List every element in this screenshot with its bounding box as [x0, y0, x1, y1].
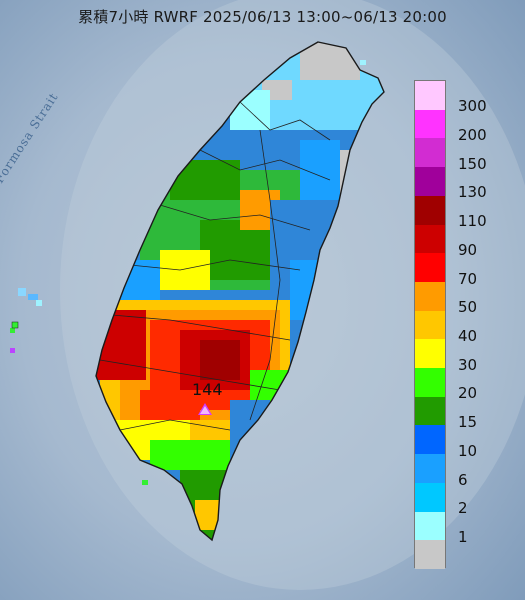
legend-swatch	[415, 138, 445, 168]
legend-label: 300	[458, 97, 487, 116]
legend-swatch	[415, 396, 445, 426]
legend-label: 70	[458, 269, 478, 288]
legend-label: 2	[458, 499, 468, 518]
islet-penghu	[11, 321, 19, 329]
legend-swatch	[415, 253, 445, 282]
legend-swatch	[415, 224, 445, 254]
legend-swatch	[415, 368, 445, 397]
legend-label: 10	[458, 441, 478, 460]
legend-swatch	[415, 454, 445, 483]
legend-label: 50	[458, 298, 478, 317]
legend-swatch	[415, 310, 445, 340]
legend-swatch	[415, 511, 445, 541]
legend-swatch	[415, 195, 445, 225]
legend-swatch	[415, 167, 445, 196]
legend-label: 200	[458, 126, 487, 145]
legend-swatch	[415, 339, 445, 369]
legend-label: 15	[458, 413, 478, 432]
map-title: 累積7小時 RWRF 2025/06/13 13:00~06/13 20:00	[78, 8, 447, 26]
legend-swatch	[415, 81, 445, 110]
peak-marker-icon	[198, 403, 212, 415]
legend-label: 20	[458, 384, 478, 403]
legend-label: 90	[458, 240, 478, 259]
legend-swatch	[415, 540, 445, 569]
county-boundaries	[99, 101, 331, 431]
legend-label: 130	[458, 183, 487, 202]
legend-label: 30	[458, 355, 478, 374]
legend-swatch	[415, 482, 445, 512]
legend-colorbar	[414, 80, 446, 569]
legend-swatch	[415, 425, 445, 455]
legend-swatch	[415, 109, 445, 139]
legend-swatch	[415, 281, 445, 311]
legend-label: 150	[458, 154, 487, 173]
legend-label: 110	[458, 212, 487, 231]
legend-label: 1	[458, 527, 468, 546]
peak-value-label: 144	[192, 380, 223, 399]
legend-label: 6	[458, 470, 468, 489]
legend-label: 40	[458, 327, 478, 345]
